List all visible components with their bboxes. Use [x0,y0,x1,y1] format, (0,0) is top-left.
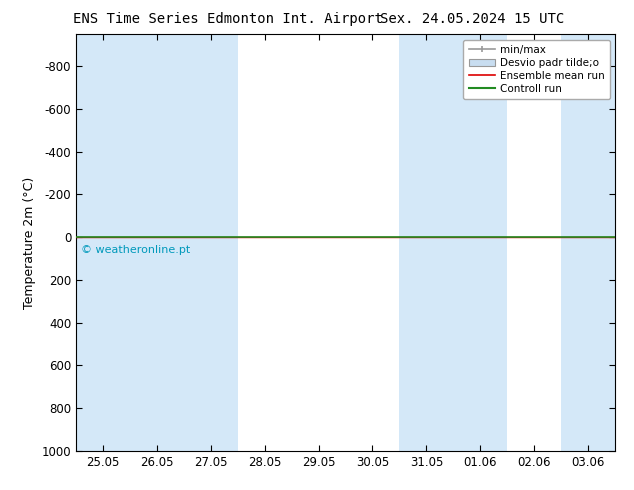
Bar [76,34,130,451]
Legend: min/max, Desvio padr tilde;o, Ensemble mean run, Controll run: min/max, Desvio padr tilde;o, Ensemble m… [463,40,610,99]
Text: Sex. 24.05.2024 15 UTC: Sex. 24.05.2024 15 UTC [380,12,564,26]
Bar [399,34,453,451]
Bar [184,34,238,451]
Y-axis label: Temperature 2m (°C): Temperature 2m (°C) [23,176,36,309]
Bar [561,34,615,451]
Text: ENS Time Series Edmonton Int. Airport: ENS Time Series Edmonton Int. Airport [74,12,383,26]
Bar [130,34,184,451]
Bar [453,34,507,451]
Text: © weatheronline.pt: © weatheronline.pt [81,245,191,255]
